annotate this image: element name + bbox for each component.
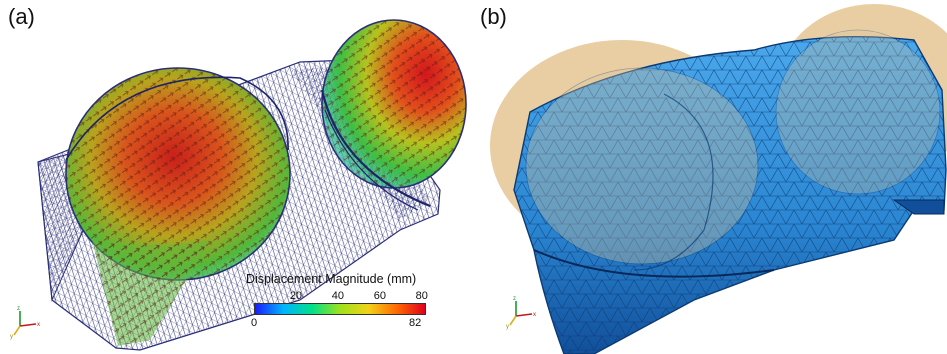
orientation-axes-icon: z x y	[10, 306, 40, 340]
panel-label-a: (a)	[8, 4, 35, 29]
colorbar-gradient	[254, 303, 426, 315]
panel-b: (b) z x y	[474, 0, 947, 354]
panel-label-b: (b)	[480, 4, 507, 29]
colorbar-title: Displacement Magnitude (mm)	[246, 272, 417, 286]
panel-a: (a) Displacement Magnitude (mm) 20 40 60…	[0, 0, 470, 354]
colorbar-legend: Displacement Magnitude (mm) 20 40 60 80 …	[246, 272, 440, 340]
colorbar-min-label: 0	[251, 317, 258, 329]
svg-text:z: z	[17, 306, 20, 312]
colorbar-tick: 20	[289, 290, 303, 302]
colorbar-ticks: 20 40 60 80	[254, 290, 428, 302]
svg-text:x: x	[533, 312, 536, 318]
svg-text:y: y	[10, 334, 13, 340]
colorbar-tick: 40	[331, 290, 345, 302]
orientation-axes-icon: z x y	[506, 296, 536, 330]
colorbar-tick: 80	[415, 290, 428, 302]
displacement-field-render	[37, 19, 467, 351]
svg-text:x: x	[37, 322, 40, 328]
colorbar-tick: 60	[373, 290, 386, 302]
svg-text:y: y	[506, 324, 509, 330]
colorbar-max-label: 82	[409, 317, 422, 329]
svg-text:z: z	[513, 296, 516, 302]
deformed-mesh-render	[490, 4, 947, 354]
